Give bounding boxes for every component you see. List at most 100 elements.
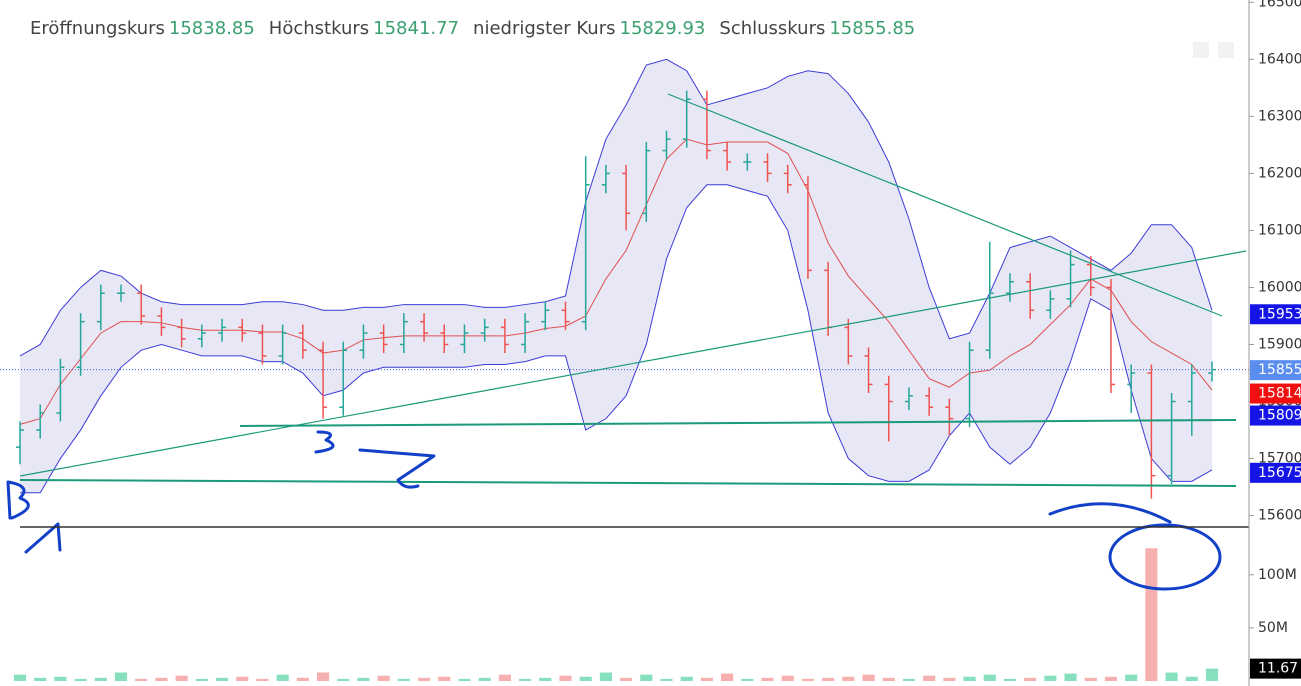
- volume-bar: [1064, 673, 1077, 682]
- price-label-bg: [1250, 383, 1301, 404]
- header-label: niedrigster Kurs: [473, 18, 615, 39]
- volume-bar: [498, 674, 511, 682]
- y-tick-label: 16300: [1258, 108, 1301, 124]
- y-tick-label: 16400: [1258, 51, 1301, 67]
- header: Eröffnungskurs 15838.85 Höchstkurs 15841.77…: [30, 18, 915, 39]
- hand-circle: [1108, 523, 1222, 591]
- volume-bar: [640, 674, 653, 682]
- volume-bar: [135, 678, 148, 682]
- band-middle: [19, 138, 1213, 425]
- volume-bar: [781, 675, 794, 682]
- volume-bar: [559, 675, 572, 682]
- volume-bar: [1185, 676, 1198, 682]
- price-label: 15953: [1258, 306, 1301, 322]
- volume-bar: [357, 677, 370, 682]
- price-label-bg: [1250, 360, 1301, 381]
- y-tick-label: 15600: [1258, 508, 1301, 524]
- y-tick-label: 16200: [1258, 165, 1301, 181]
- volume-bar: [215, 677, 229, 682]
- header-value: 15855.85: [829, 18, 915, 39]
- volume-bar: [1145, 548, 1158, 682]
- volume-bar: [74, 678, 87, 682]
- drawings: [6, 93, 1247, 591]
- trend-line: [19, 250, 1247, 477]
- trend-line: [667, 93, 1223, 317]
- volume-bar: [599, 672, 612, 682]
- volume-bar: [620, 677, 633, 682]
- button[interactable]: [1218, 42, 1234, 58]
- price-label-bg: [1250, 405, 1301, 426]
- volume-bar: [579, 676, 592, 682]
- volume-bar: [155, 677, 168, 682]
- volume-bar: [337, 678, 350, 682]
- volume-bar: [34, 677, 47, 682]
- price-label: 15809: [1258, 408, 1301, 424]
- volume-bar: [175, 675, 188, 682]
- volume-bar: [539, 677, 552, 682]
- volume-label-bg: [1250, 658, 1301, 679]
- header-label: Eröffnungskurs: [30, 18, 165, 39]
- price-label: 15855: [1258, 362, 1301, 378]
- volume-bar: [1003, 678, 1017, 682]
- support-line: [19, 479, 1237, 487]
- volume-bar: [519, 678, 532, 682]
- y-tick-label: 16100: [1258, 222, 1301, 238]
- volume-bar: [114, 672, 128, 682]
- volume-bar: [761, 677, 774, 682]
- volume-bar: [1104, 676, 1118, 682]
- volume-bar: [963, 676, 976, 682]
- volume-bar: [13, 674, 27, 682]
- volume-bar: [256, 678, 269, 682]
- hand-mark: [6, 480, 30, 520]
- volume-bar: [882, 677, 895, 682]
- volume-bar: [700, 677, 713, 682]
- volume-bar: [1044, 675, 1057, 682]
- price-label: 15675: [1258, 465, 1301, 481]
- button[interactable]: [1193, 42, 1209, 58]
- volume-bar: [1125, 674, 1138, 682]
- volume-bar: [1165, 672, 1178, 682]
- header-label: Höchstkurs: [269, 18, 369, 39]
- volume-bar: [842, 676, 855, 682]
- volume-bar: [458, 678, 471, 682]
- price-label-bg: [1250, 304, 1301, 325]
- hand-curve: [1048, 502, 1172, 524]
- header-label: Schlusskurs: [719, 18, 825, 39]
- y-tick-label: 50M: [1258, 620, 1288, 636]
- volume-bar: [195, 678, 208, 682]
- band-upper: [19, 58, 1213, 357]
- price-label-bg: [1250, 462, 1301, 483]
- header-value: 15829.93: [620, 18, 706, 39]
- volume-bar: [983, 674, 996, 682]
- support-line: [239, 419, 1237, 427]
- volume-bar: [296, 677, 309, 682]
- y-tick-label: 16500: [1258, 0, 1301, 10]
- header-value: 15841.77: [373, 18, 459, 39]
- volume-bar: [316, 672, 330, 682]
- band-lower: [20, 184, 1213, 494]
- volume-bar: [94, 677, 107, 682]
- volume-bar: [943, 677, 956, 682]
- volume-bar: [801, 678, 814, 682]
- volume-bar: [902, 678, 916, 682]
- y-tick-label: 15900: [1258, 336, 1301, 352]
- volume-bar: [397, 678, 410, 682]
- volume-bar: [377, 675, 390, 682]
- volume-bar: [680, 676, 693, 682]
- y-tick-label: 16000: [1258, 279, 1301, 295]
- price-label: 15814: [1258, 386, 1301, 402]
- volume-bar: [54, 676, 67, 682]
- volume-bar: [478, 677, 491, 682]
- price-axis: [1249, 0, 1301, 686]
- volume-label: 11.67: [1258, 661, 1298, 677]
- price-pane: [0, 58, 1249, 682]
- volume-bar: [1024, 677, 1037, 682]
- volume-bar: [822, 677, 835, 682]
- volume-bar: [236, 676, 249, 682]
- hand-mark: [358, 448, 436, 489]
- volume-bar: [862, 674, 875, 682]
- header-value: 15838.85: [169, 18, 255, 39]
- volume-bar: [438, 676, 451, 682]
- y-tick-label: 15700: [1258, 451, 1301, 467]
